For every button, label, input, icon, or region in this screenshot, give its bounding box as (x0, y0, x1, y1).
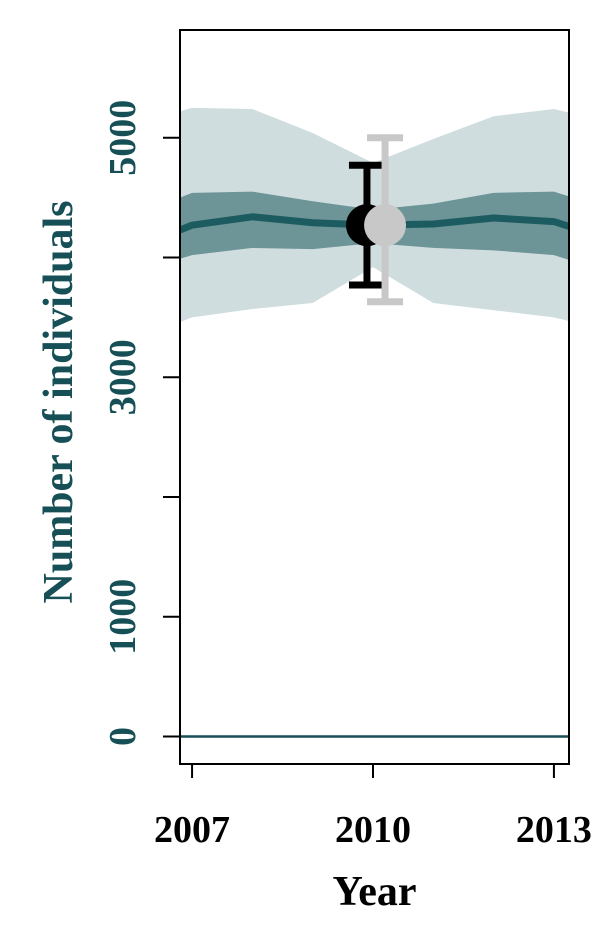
x-tick-label: 2013 (516, 809, 592, 851)
y-axis-title: Number of individuals (36, 201, 82, 604)
estimate-2 (364, 134, 407, 306)
y-axis: 0 1000 3000 5000 (102, 100, 180, 746)
estimate-point (364, 204, 407, 247)
point-estimates (345, 134, 407, 306)
x-tick-label: 2007 (154, 809, 230, 851)
y-tick-label: 0 (102, 727, 144, 746)
x-axis: 2007 2010 2013 (154, 763, 592, 851)
y-tick-label: 5000 (102, 100, 144, 176)
y-tick-label: 3000 (102, 339, 144, 415)
x-tick-label: 2010 (335, 809, 411, 851)
y-tick-label: 1000 (102, 579, 144, 655)
x-axis-title: Year (333, 869, 417, 915)
